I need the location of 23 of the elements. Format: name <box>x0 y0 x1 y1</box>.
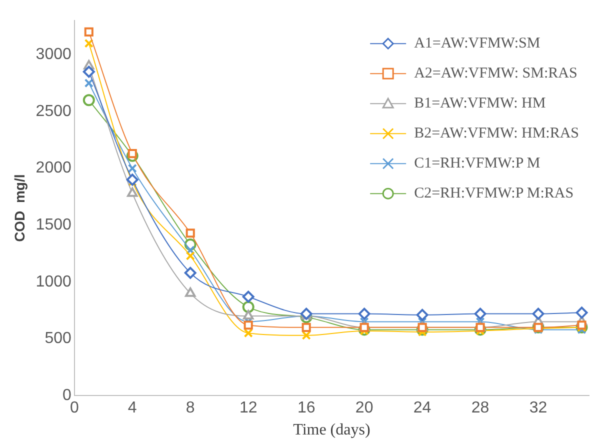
x-tick-label: 24 <box>413 400 432 417</box>
y-tick-label: 1500 <box>36 216 72 234</box>
x-tick-label: 4 <box>128 400 137 417</box>
legend-label: A1=AW:VFMW:SM <box>414 36 540 52</box>
x-tick-label: 32 <box>529 400 548 417</box>
legend-label: B1=AW:VFMW: HM <box>414 96 546 112</box>
y-axis-title: COD mg/l <box>11 174 28 242</box>
x-tick-label: 20 <box>355 400 374 417</box>
x-tick-label: 16 <box>297 400 316 417</box>
x-tick-label: 28 <box>471 400 490 417</box>
y-tick-label: 2500 <box>36 102 72 120</box>
y-tick-label: 0 <box>62 387 72 404</box>
legend-label: C2=RH:VFMW:P M:RAS <box>414 186 574 202</box>
y-tick-label: 500 <box>44 330 72 348</box>
legend-label: A2=AW:VFMW: SM:RAS <box>414 66 578 82</box>
x-tick-label: 12 <box>239 400 258 417</box>
x-tick-label: 8 <box>186 400 195 417</box>
y-tick-label: 1000 <box>36 273 72 290</box>
legend-label: C1=RH:VFMW:P M <box>414 156 540 172</box>
legend-label: B2=AW:VFMW: HM:RAS <box>414 126 580 142</box>
y-tick-label: 3000 <box>36 46 72 64</box>
y-tick-label: 2000 <box>36 160 72 177</box>
x-axis-title: Time (days) <box>293 422 370 439</box>
